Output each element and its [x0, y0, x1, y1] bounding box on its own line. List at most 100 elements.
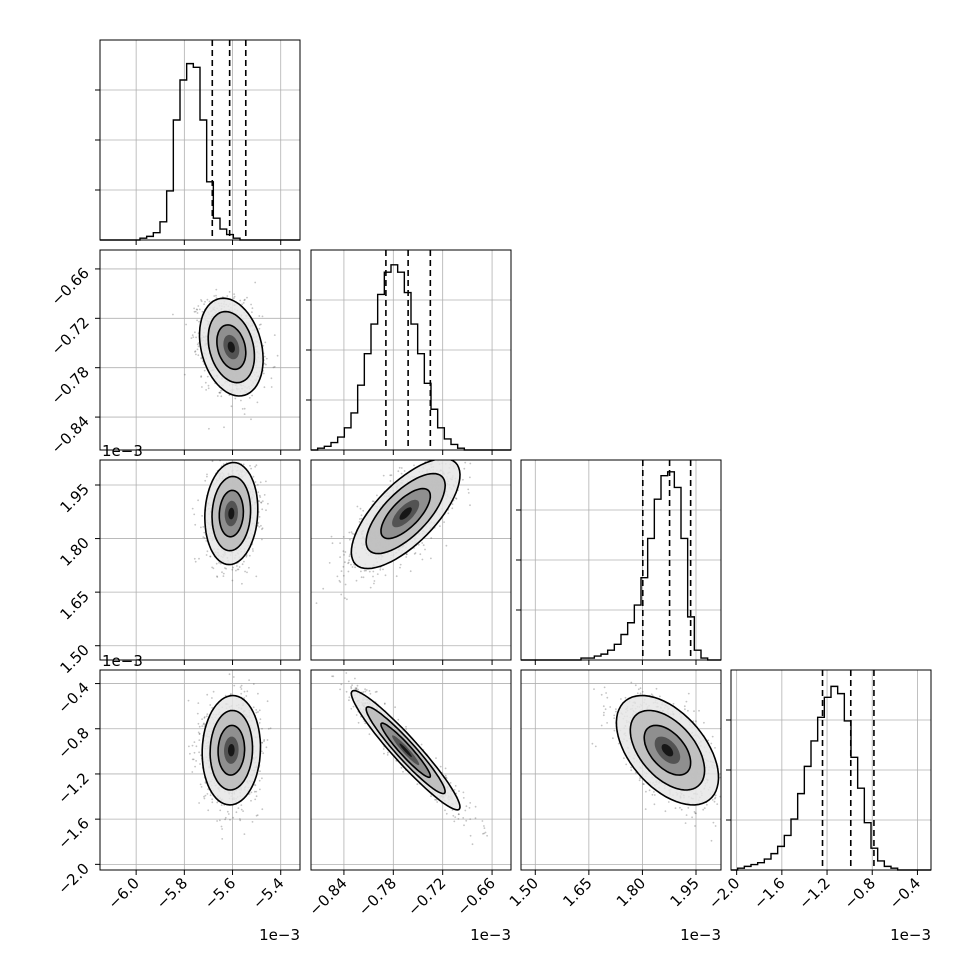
scatter-point: [191, 334, 194, 337]
scatter-point: [405, 556, 408, 558]
scatter-point: [211, 566, 214, 569]
scatter-point: [451, 503, 454, 505]
scatter-point: [351, 566, 354, 568]
scatter-point: [200, 357, 203, 360]
scatter-point: [226, 295, 229, 297]
scatter-point: [238, 566, 241, 568]
scatter-point: [372, 575, 374, 578]
scatter-point: [251, 311, 253, 314]
scatter-point: [349, 538, 351, 541]
scatter-point: [372, 500, 375, 503]
scatter-point: [261, 538, 263, 541]
scatter-point: [232, 566, 235, 569]
scatter-point: [228, 291, 231, 293]
scatter-point: [263, 740, 265, 742]
scatter-point: [207, 809, 210, 812]
scatter-point: [191, 744, 194, 747]
scatter-point: [469, 504, 471, 507]
scatter-point: [207, 384, 210, 387]
scatter-point: [223, 426, 225, 429]
scatter-point: [218, 391, 221, 394]
scatter-point: [217, 457, 219, 459]
scatter-point: [228, 673, 231, 676]
scatter-point: [248, 679, 251, 681]
scatter-point: [445, 544, 448, 547]
scatter-point: [233, 295, 236, 298]
scatter-point: [259, 718, 262, 721]
scatter-point: [254, 481, 257, 483]
scatter-point: [356, 505, 359, 508]
scatter-point: [478, 451, 480, 453]
scatter-point: [204, 479, 207, 482]
scatter-point: [191, 771, 194, 773]
scatter-point: [218, 561, 221, 564]
scatter-point: [200, 786, 203, 788]
scatter-point: [250, 303, 253, 306]
scatter-point: [246, 296, 248, 299]
scatter-point: [414, 552, 417, 554]
scatter-point: [241, 582, 243, 585]
scatter-point: [452, 448, 454, 450]
scatter-point: [234, 397, 237, 400]
scatter-point: [222, 463, 225, 466]
scatter-point: [248, 554, 251, 557]
scatter-point: [272, 366, 275, 369]
histogram-3: [731, 685, 931, 871]
scatter-point: [342, 550, 345, 553]
scatter-point: [193, 557, 196, 560]
scatter-point: [196, 312, 199, 314]
scatter-point: [400, 467, 403, 469]
scatter-point: [245, 555, 248, 558]
scatter-point: [252, 683, 255, 685]
scatter-point: [397, 470, 400, 473]
scatter-point: [224, 567, 226, 569]
scatter-point: [358, 521, 361, 523]
scatter-point: [351, 532, 354, 535]
scatter-point: [240, 688, 243, 690]
panel-frame: [310, 459, 512, 661]
scatter-point: [225, 567, 228, 570]
scatter-point: [265, 357, 268, 360]
scatter-point: [360, 514, 363, 517]
scatter-point: [243, 299, 246, 302]
scatter-point: [252, 550, 254, 552]
scatter-point: [384, 574, 387, 577]
scatter-point: [249, 464, 251, 467]
scatter-point: [241, 303, 244, 306]
scatter-point: [197, 342, 200, 344]
scatter-point: [204, 794, 207, 797]
scatter-point: [260, 501, 263, 504]
scatter-point: [197, 499, 200, 502]
scatter-point: [260, 501, 262, 504]
scatter-point: [193, 513, 196, 516]
scatter-point: [206, 693, 209, 696]
scatter-point: [195, 336, 198, 339]
scatter-point: [257, 692, 259, 695]
pair-panel-0-3: [99, 669, 301, 871]
scatter-point: [206, 473, 208, 476]
scatter-point: [236, 565, 238, 567]
scatter-point: [342, 574, 345, 577]
scatter-point: [203, 369, 206, 372]
scatter-point: [347, 562, 349, 565]
scatter-point: [262, 344, 265, 347]
scatter-point: [215, 562, 218, 565]
scatter-point: [434, 448, 436, 450]
scatter-point: [454, 454, 456, 456]
scatter-point: [215, 294, 217, 297]
scatter-point: [273, 365, 276, 368]
scatter-point: [208, 427, 210, 430]
scatter-point: [209, 794, 212, 797]
scatter-point: [203, 795, 205, 798]
scatter-point: [251, 821, 254, 823]
scatter-point: [376, 494, 378, 497]
scatter-point: [204, 381, 207, 384]
scatter-point: [359, 507, 362, 510]
scatter-point: [362, 509, 365, 512]
scatter-point: [447, 512, 450, 515]
scatter-point: [197, 305, 200, 307]
scatter-point: [480, 453, 482, 455]
scatter-point: [234, 453, 236, 455]
scatter-point: [389, 480, 392, 482]
